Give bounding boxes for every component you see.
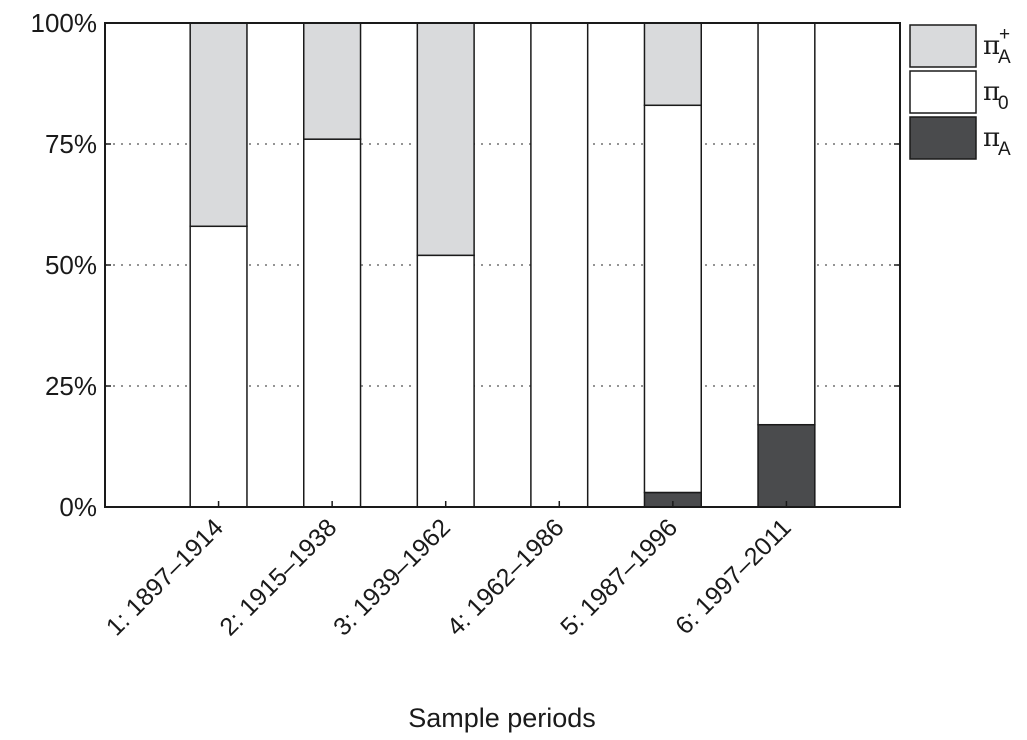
bar-segment-pi_0: [757, 22, 816, 426]
legend-subscript: A: [998, 47, 1011, 68]
bar-segment-pi_A_plus: [416, 22, 475, 257]
legend-subscript: 0: [998, 93, 1009, 114]
y-tick-label: 75%: [45, 129, 97, 159]
bar-segment-pi_A_minus: [757, 423, 816, 508]
legend-label-pi_0: π: [983, 77, 1000, 107]
legend-subscript: A: [998, 139, 1011, 160]
bar-segment-pi_0: [416, 254, 475, 508]
legend-label-pi_A_minus: π: [983, 123, 1000, 153]
bar-segment-pi_A_plus: [189, 22, 248, 228]
bar-segment-pi_0: [530, 22, 589, 508]
bar-segment-pi_0: [303, 138, 362, 508]
legend-swatch-pi_A_plus: [909, 24, 977, 68]
x-tick-label: 3: 1939–1962: [328, 513, 456, 641]
x-axis-title: Sample periods: [408, 703, 596, 733]
y-tick-label: 100%: [31, 8, 98, 38]
bar-segment-pi_A_plus: [303, 22, 362, 140]
legend-label-pi_A_plus: π: [983, 31, 1000, 61]
legend-swatch-pi_A_minus: [909, 116, 977, 160]
bar-segment-pi_0: [189, 225, 248, 508]
legend-superscript: +: [999, 24, 1010, 45]
y-axis: 0% 25% 50% 75% 100%: [31, 8, 900, 522]
y-tick-label: 0%: [59, 492, 97, 522]
bars: [189, 22, 816, 508]
x-tick-label: 5: 1987–1996: [555, 513, 683, 641]
bar-segment-pi_A_plus: [643, 22, 703, 107]
x-tick-label: 1: 1897–1914: [101, 513, 229, 641]
legend-swatch-pi_0: [909, 70, 977, 114]
bar-segment-pi_0: [643, 104, 703, 494]
x-tick-label: 4: 1962–1986: [442, 513, 570, 641]
y-tick-label: 50%: [45, 250, 97, 280]
y-tick-label: 25%: [45, 371, 97, 401]
x-tick-label: 2: 1915–1938: [214, 513, 342, 641]
x-tick-label: 6: 1997–2011: [670, 513, 797, 640]
